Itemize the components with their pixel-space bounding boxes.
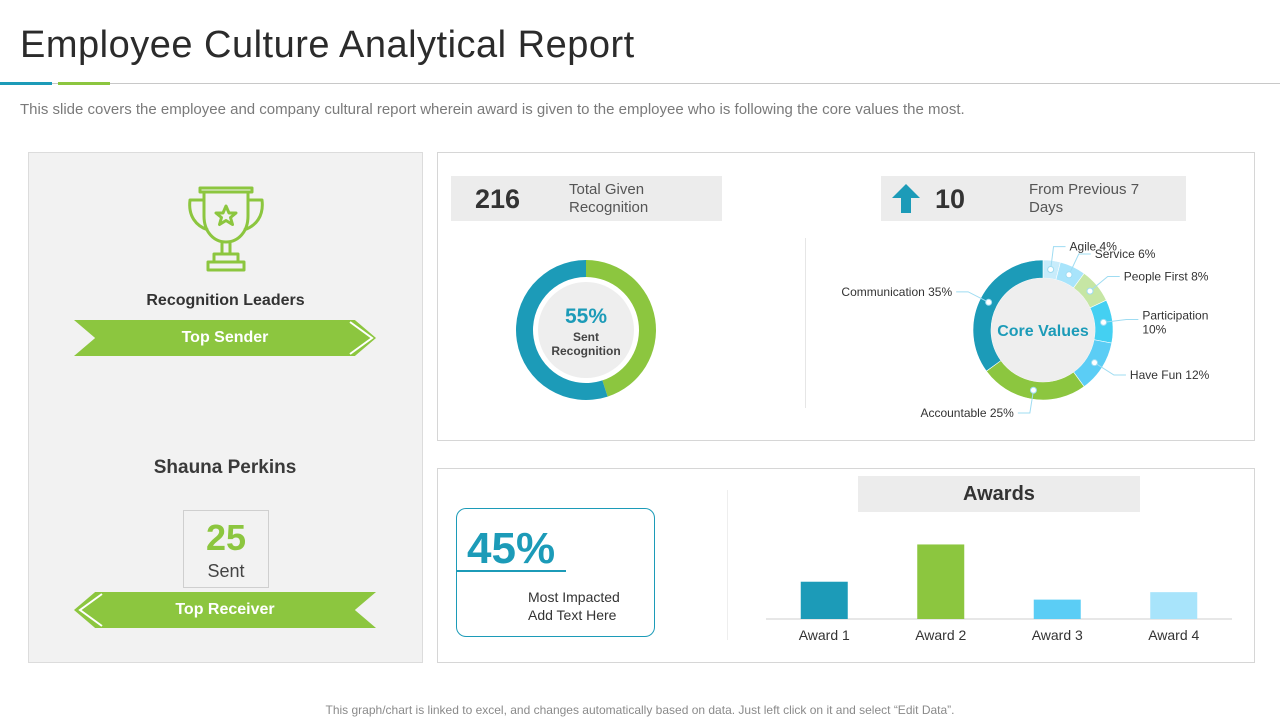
donut-slice-other: [586, 260, 656, 397]
total-recognition-value: 216: [475, 184, 521, 214]
title-accent-blue: [0, 82, 52, 85]
core-value-marker-accountable: [1029, 386, 1037, 394]
award-tick-label-4: Award 4: [1148, 627, 1199, 643]
most-impacted-card: [456, 508, 655, 637]
panel-divider: [805, 238, 806, 408]
sent-center-label-2: Recognition: [551, 344, 620, 358]
previous-days-label: From Previous 7 Days: [1029, 181, 1140, 216]
footnote: This graph/chart is linked to excel, and…: [325, 703, 955, 717]
core-value-marker-have-fun: [1091, 359, 1099, 367]
core-value-leader-line-people-first: [1089, 275, 1120, 292]
core-value-marker-agile: [1047, 265, 1055, 273]
sent-center-label-1: Sent: [573, 330, 599, 344]
recognition-leaders-title: Recognition Leaders: [146, 292, 305, 309]
core-value-marker-people-first: [1086, 287, 1094, 295]
sent-count-value: 25: [205, 517, 247, 558]
core-value-marker-participation: [1100, 318, 1108, 326]
core-value-leader-line-service: [1068, 253, 1091, 276]
sent-recognition-donut: 55% Sent Recognition: [516, 260, 656, 400]
core-value-label-accountable: Accountable 25%: [920, 406, 1014, 420]
core-value-leader-line-communication: [956, 291, 989, 303]
most-impacted-label: Most Impacted Add Text Here: [528, 588, 620, 624]
core-values-center-label: Core Values: [997, 323, 1089, 340]
impact-underline: [456, 570, 566, 572]
top-sender-ribbon[interactable]: Top Sender: [74, 320, 376, 356]
core-values-center: [991, 278, 1095, 382]
leader-person-name: Shauna Perkins: [153, 457, 297, 478]
award-tick-label-3: Award 3: [1032, 627, 1083, 643]
award-tick-label-1: Award 1: [799, 627, 850, 643]
previous-days-box: [881, 176, 1186, 221]
sent-center-value: 55%: [565, 305, 607, 328]
core-value-label-service: Service 6%: [1095, 247, 1156, 261]
core-value-leader-line-have-fun: [1094, 362, 1126, 376]
sent-count-label: Sent: [207, 561, 245, 581]
sent-count-box: 25 Sent: [183, 510, 269, 588]
top-receiver-label: Top Receiver: [175, 601, 275, 618]
page-title: Employee Culture Analytical Report: [20, 24, 635, 66]
donut-center: [538, 282, 634, 378]
impact-label-line2: Add Text Here: [528, 607, 617, 623]
top-receiver-ribbon[interactable]: Top Receiver: [74, 592, 376, 628]
core-value-label-people-first: People First 8%: [1124, 269, 1209, 283]
previous-days-value: 10: [935, 184, 966, 214]
core-value-marker-service: [1065, 271, 1073, 279]
title-accent-green: [58, 82, 110, 85]
core-value-label-agile: Agile 4%: [1070, 240, 1118, 254]
awards-bar-chart: Award 1 Award 2 Award 3 Award 4: [766, 544, 1232, 643]
awards-title: Awards: [858, 476, 1140, 512]
core-value-label-communication: Communication 35%: [841, 285, 952, 299]
award-bar-4: [1150, 592, 1198, 619]
core-value-label-have-fun: Have Fun 12%: [1130, 368, 1210, 382]
total-recognition-box: [451, 176, 722, 221]
trophy-icon: [188, 186, 264, 272]
top-sender-label: Top Sender: [181, 329, 269, 346]
core-value-label-participation: Participation 10%: [1142, 308, 1208, 336]
arrow-up-icon: [892, 184, 920, 213]
title-divider: [0, 83, 1280, 84]
impact-label-line1: Most Impacted: [528, 589, 620, 605]
core-values-donut: Agile 4%Service 6% People First 8% Partici…: [841, 240, 1210, 420]
total-recognition-label: Total Given Recognition: [569, 181, 649, 216]
award-tick-label-2: Award 2: [915, 627, 966, 643]
award-bar-2: [917, 544, 965, 619]
awards-divider: [727, 490, 728, 640]
award-bar-3: [1033, 599, 1081, 619]
donut-slice-sent-recognition: [516, 260, 608, 400]
core-value-leader-line-agile: [1050, 246, 1066, 270]
page-subtitle: This slide covers the employee and compa…: [20, 101, 965, 118]
core-value-leader-line-participation: [1103, 318, 1139, 323]
core-value-marker-communication: [985, 298, 993, 306]
award-bar-1: [800, 581, 848, 619]
most-impacted-percent: 45%: [467, 524, 556, 573]
core-value-leader-line-accountable: [1017, 390, 1034, 414]
